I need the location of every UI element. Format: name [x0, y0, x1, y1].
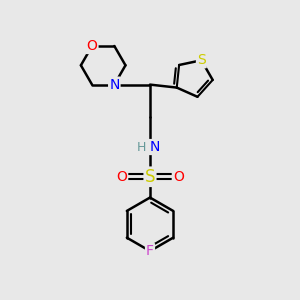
Text: O: O: [87, 39, 98, 53]
Text: H: H: [136, 140, 146, 154]
Text: O: O: [173, 170, 184, 184]
Text: F: F: [146, 244, 154, 258]
Text: N: N: [149, 140, 160, 154]
Text: S: S: [197, 53, 206, 67]
Text: O: O: [116, 170, 127, 184]
Text: N: N: [109, 78, 119, 92]
Text: S: S: [145, 168, 155, 186]
